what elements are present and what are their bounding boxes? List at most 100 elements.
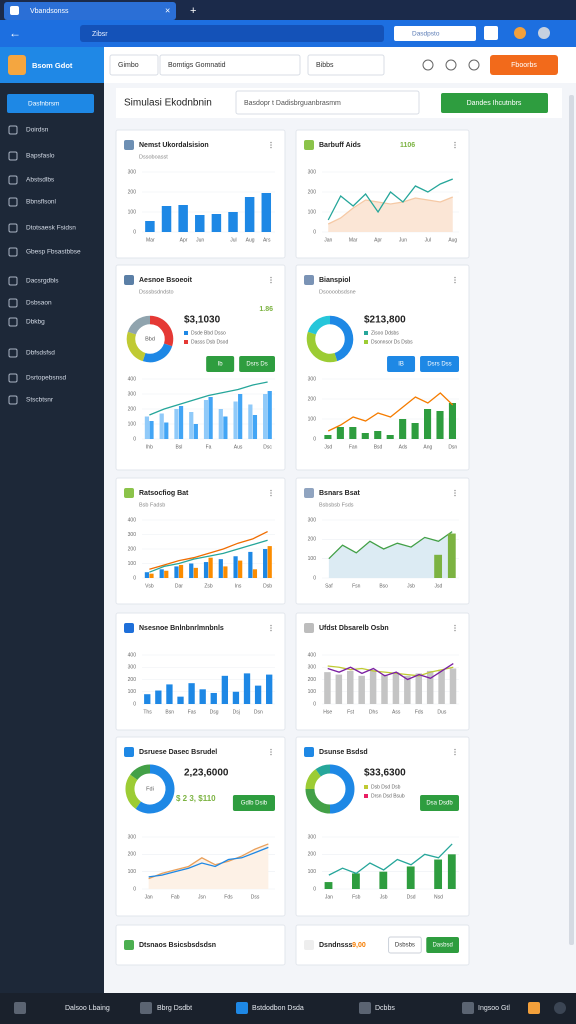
header-icon[interactable] — [445, 59, 457, 71]
card-menu[interactable] — [454, 627, 456, 629]
card-menu[interactable] — [270, 751, 272, 753]
card — [295, 736, 470, 917]
taskbar-icon[interactable] — [140, 1002, 152, 1014]
nav-item[interactable]: Abstsdlbs — [26, 177, 55, 184]
card-menu[interactable] — [270, 753, 272, 756]
card-menu[interactable] — [270, 276, 272, 279]
search-field[interactable] — [394, 26, 476, 41]
bar — [347, 670, 354, 704]
back-button[interactable]: ← — [9, 26, 21, 40]
taskbar-icon[interactable] — [359, 1002, 371, 1014]
nav-item[interactable]: Dbkbg — [26, 319, 45, 326]
line — [149, 539, 268, 573]
extension-icon[interactable] — [484, 26, 498, 40]
card-menu[interactable] — [454, 141, 456, 144]
nav-item[interactable]: Bbnsflsonl — [26, 199, 57, 206]
bar — [233, 556, 238, 578]
nav-active[interactable] — [7, 94, 94, 113]
nav-item[interactable]: Dsbsaon — [26, 300, 52, 307]
area-fill — [148, 843, 269, 889]
nav-item[interactable]: Doirdsn — [26, 127, 49, 134]
tray-icon[interactable] — [528, 1002, 540, 1014]
y-tick-label: 0 — [313, 229, 316, 235]
card-menu[interactable] — [270, 279, 272, 281]
header-icon[interactable] — [468, 59, 480, 71]
card-menu[interactable] — [454, 753, 456, 756]
taskbar-icon[interactable] — [236, 1002, 248, 1014]
card-menu[interactable] — [270, 748, 272, 751]
taskbar-label[interactable]: Dcbbs — [375, 1005, 395, 1012]
tab[interactable] — [4, 2, 176, 20]
tray-icon[interactable] — [554, 1002, 566, 1014]
toolbar-search[interactable] — [235, 90, 420, 115]
nav-item[interactable]: Gbesp Fbsastbbse — [26, 249, 81, 256]
card-menu[interactable] — [454, 751, 456, 753]
card-menu[interactable] — [454, 281, 456, 284]
card-menu[interactable] — [270, 141, 272, 144]
card-menu[interactable] — [454, 276, 456, 279]
bar — [243, 673, 251, 704]
card-button[interactable] — [420, 356, 459, 372]
card-menu[interactable] — [270, 146, 272, 149]
card-menu[interactable] — [454, 492, 456, 494]
bar — [434, 859, 443, 889]
header-field[interactable] — [109, 54, 159, 76]
taskbar-icon[interactable] — [462, 1002, 474, 1014]
x-tick-label: Mar — [349, 237, 358, 243]
card-button[interactable] — [420, 795, 459, 811]
taskbar-icon[interactable] — [14, 1002, 26, 1014]
card-title: Dsndnsss — [319, 942, 353, 949]
card-menu[interactable] — [270, 281, 272, 284]
taskbar-label[interactable]: Dalsoo Lbaing — [65, 1005, 110, 1012]
card-menu[interactable] — [270, 624, 272, 627]
card-menu[interactable] — [270, 627, 272, 629]
card-button[interactable] — [232, 795, 275, 811]
taskbar-label[interactable]: Ingsoo Gtl — [478, 1005, 510, 1012]
card-menu[interactable] — [454, 624, 456, 627]
nav-icon — [8, 175, 18, 185]
bar — [218, 559, 223, 578]
taskbar-label[interactable]: Bstdodbon Dsda — [252, 1005, 304, 1012]
x-tick-label: Ins — [235, 583, 242, 589]
header-field[interactable] — [159, 54, 301, 76]
card-menu[interactable] — [270, 492, 272, 494]
nav-item[interactable]: Stscbtsnr — [26, 397, 54, 404]
card-menu[interactable] — [454, 489, 456, 492]
bar — [424, 409, 432, 439]
card-menu[interactable] — [454, 279, 456, 281]
card-menu[interactable] — [454, 144, 456, 146]
card-button[interactable] — [387, 356, 416, 372]
tab-close[interactable]: × — [165, 5, 170, 15]
card-menu[interactable] — [270, 629, 272, 632]
header-button[interactable] — [490, 55, 558, 75]
header-icon[interactable] — [422, 59, 434, 71]
card-button[interactable] — [426, 937, 459, 953]
bar — [436, 411, 444, 439]
card-button[interactable] — [206, 356, 235, 372]
url-field[interactable] — [80, 25, 384, 42]
new-tab[interactable]: + — [190, 5, 196, 17]
card-menu[interactable] — [270, 144, 272, 146]
nav-item[interactable]: Dsrtopebsnsd — [26, 375, 66, 382]
y-tick-label: 400 — [128, 517, 137, 523]
nav-item[interactable]: Bapsfaslo — [26, 153, 55, 160]
toolbar-button[interactable] — [441, 93, 548, 113]
nav-item[interactable]: Dtotsaesk Fsidsn — [26, 225, 76, 232]
nav-item[interactable]: Dacsrgdbls — [26, 278, 59, 285]
scrollbar — [569, 95, 574, 945]
bar — [188, 683, 195, 704]
card-button[interactable] — [239, 356, 275, 372]
avatar[interactable] — [538, 27, 550, 39]
card-menu[interactable] — [270, 494, 272, 497]
card-menu[interactable] — [454, 146, 456, 149]
taskbar-label[interactable]: Bbrg Dsdbt — [157, 1005, 192, 1012]
nav-item[interactable]: Dbfsdsfsd — [26, 350, 55, 357]
profile-icon[interactable] — [514, 27, 526, 39]
card-button[interactable] — [388, 936, 422, 954]
header-field[interactable] — [307, 54, 385, 76]
card-menu[interactable] — [454, 629, 456, 632]
card-menu[interactable] — [454, 748, 456, 751]
card-menu[interactable] — [270, 489, 272, 492]
tab-title[interactable]: Vbandsonss — [30, 8, 69, 15]
card-menu[interactable] — [454, 494, 456, 497]
